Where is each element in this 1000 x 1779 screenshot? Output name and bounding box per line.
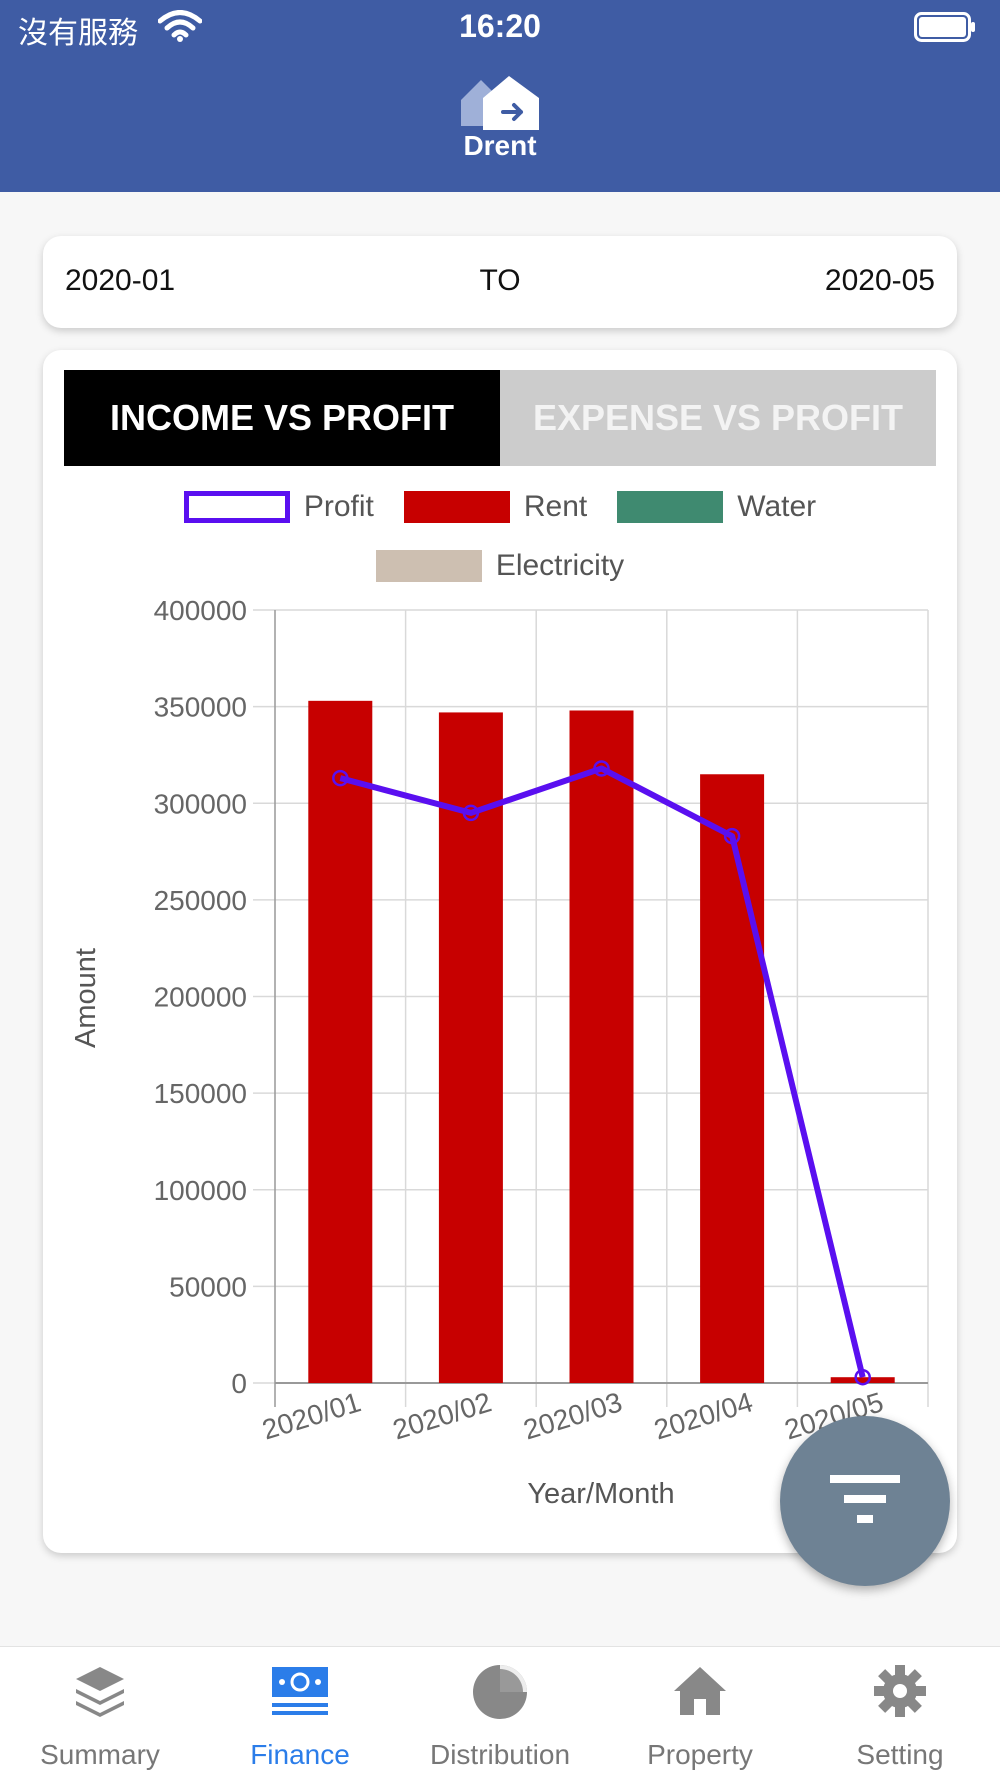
bar-rent	[830, 1377, 895, 1383]
nav-item-setting[interactable]: Setting	[800, 1647, 1000, 1779]
legend-label-electricity: Electricity	[495, 549, 625, 582]
legend-swatch-water	[617, 491, 724, 523]
y-tick-label: 0	[231, 1368, 247, 1399]
date-from[interactable]: 2020-01	[65, 264, 176, 297]
home-icon	[672, 1663, 728, 1724]
legend-item-profit[interactable]: Profit	[183, 490, 374, 524]
y-axis-title: Amount	[70, 948, 102, 1048]
layers-icon	[72, 1663, 128, 1724]
tab-expense-vs-profit[interactable]: EXPENSE VS PROFIT	[500, 370, 936, 466]
chart-tabs: INCOME VS PROFIT EXPENSE VS PROFIT	[64, 370, 936, 466]
bottom-nav: Summary Finance Distribution	[0, 1646, 1000, 1779]
money-icon	[270, 1663, 330, 1724]
app-header: 沒有服務 16:20 Drent	[0, 0, 1000, 192]
tab-income-vs-profit[interactable]: INCOME VS PROFIT	[64, 370, 500, 466]
date-range-selector[interactable]: 2020-01 TO 2020-05	[43, 236, 957, 328]
nav-label-property: Property	[647, 1739, 753, 1770]
point-profit	[854, 1368, 871, 1386]
legend-label-water: Water	[737, 490, 817, 523]
app-logo-icon	[459, 74, 541, 137]
nav-item-distribution[interactable]: Distribution	[400, 1647, 600, 1779]
bar-rent	[700, 774, 765, 1383]
bar-rent	[569, 710, 634, 1383]
point-profit	[723, 827, 741, 845]
y-tick-label: 400000	[154, 595, 247, 626]
legend-item-electricity[interactable]: Electricity	[375, 549, 625, 583]
point-profit	[332, 769, 349, 787]
legend-swatch-rent	[403, 491, 510, 523]
clock: 16:20	[459, 8, 541, 44]
pie-chart-icon	[471, 1663, 529, 1726]
date-to[interactable]: 2020-05	[824, 264, 935, 297]
battery-icon	[914, 12, 976, 47]
line-profit	[339, 765, 866, 1378]
legend-label-profit: Profit	[303, 490, 374, 523]
legend-swatch-electricity	[375, 550, 482, 582]
bar-rent	[308, 700, 373, 1383]
nav-item-property[interactable]: Property	[600, 1647, 800, 1779]
filter-icon	[828, 1471, 902, 1532]
point-profit	[593, 760, 610, 777]
legend-label-rent: Rent	[523, 490, 588, 523]
income-profit-chart: 0 50000 100000 150000 200000 250000 300000 3500…	[70, 595, 929, 1510]
carrier-text: 沒有服務	[18, 17, 138, 50]
chart-card: INCOME VS PROFIT EXPENSE VS PROFIT Profi…	[43, 350, 957, 1553]
y-tick-label: 300000	[154, 788, 247, 819]
y-tick-label: 50000	[169, 1271, 247, 1302]
date-range-separator: TO	[479, 264, 521, 297]
nav-label-distribution: Distribution	[429, 1739, 571, 1770]
y-tick-label: 200000	[154, 982, 247, 1013]
legend-swatch-profit	[183, 491, 290, 523]
nav-item-finance[interactable]: Finance	[200, 1647, 400, 1779]
nav-label-summary: Summary	[40, 1739, 160, 1770]
y-tick-label: 100000	[154, 1175, 247, 1206]
wifi-icon	[157, 10, 203, 47]
bar-rent	[438, 712, 503, 1383]
x-axis-title: Year/Month	[527, 1478, 674, 1510]
point-profit	[462, 804, 480, 822]
y-tick-label: 150000	[154, 1078, 247, 1109]
filter-button[interactable]	[780, 1416, 950, 1586]
nav-label-setting: Setting	[856, 1739, 944, 1770]
nav-label-finance: Finance	[250, 1739, 350, 1770]
y-tick-label: 250000	[154, 885, 247, 916]
gear-icon	[872, 1663, 928, 1724]
legend-item-rent[interactable]: Rent	[403, 490, 588, 524]
nav-item-summary[interactable]: Summary	[0, 1647, 200, 1779]
chart-legend-row-2: Electricity	[43, 549, 957, 583]
legend-item-water[interactable]: Water	[617, 490, 816, 524]
app-name: Drent	[463, 130, 537, 161]
chart-legend: Profit Rent Water	[43, 490, 957, 524]
y-tick-label: 350000	[154, 692, 247, 723]
